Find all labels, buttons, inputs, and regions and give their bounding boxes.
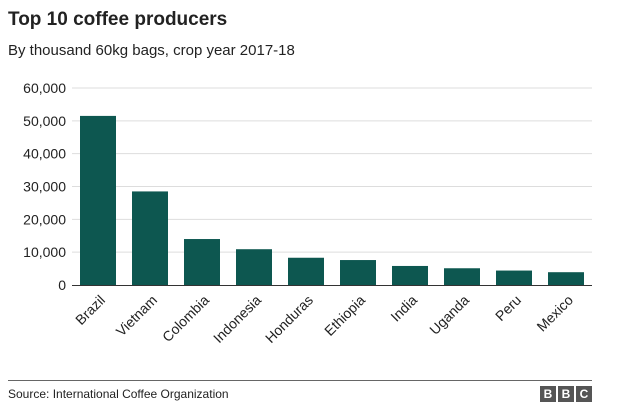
bar-brazil <box>80 115 116 286</box>
bar-mexico <box>548 272 584 285</box>
bar-uganda <box>444 268 480 285</box>
x-tick-label: Colombia <box>159 292 212 345</box>
y-axis-tick-labels: 0 10,000 20,000 30,000 40,000 50,000 60,000 <box>23 80 66 293</box>
x-tick-label: Uganda <box>426 292 472 338</box>
bars <box>80 115 584 286</box>
chart-title: Top 10 coffee producers <box>8 9 228 30</box>
x-tick-label: Ethiopia <box>321 292 368 339</box>
x-tick-label: Indonesia <box>210 292 264 346</box>
bar-vietnam <box>132 191 168 285</box>
x-tick-label: Vietnam <box>113 292 160 339</box>
y-tick-label: 50,000 <box>23 113 66 129</box>
x-tick-label: Peru <box>492 292 524 324</box>
footer-divider <box>8 380 592 381</box>
bbc-logo-letter: C <box>576 386 592 402</box>
y-tick-label: 40,000 <box>23 146 66 162</box>
y-tick-label: 60,000 <box>23 80 66 96</box>
x-tick-label: Honduras <box>262 292 316 346</box>
chart-subtitle: By thousand 60kg bags, crop year 2017-18 <box>8 42 295 59</box>
bbc-logo-letter: B <box>540 386 556 402</box>
x-tick-label: India <box>387 292 420 325</box>
x-tick-label: Brazil <box>72 292 108 328</box>
bar-peru <box>496 270 532 285</box>
y-tick-label: 10,000 <box>23 244 66 260</box>
bbc-logo-letter: B <box>558 386 574 402</box>
bar-honduras <box>288 257 324 285</box>
y-tick-label: 0 <box>58 277 66 293</box>
bar-indonesia <box>236 249 272 285</box>
x-tick-label: Mexico <box>533 292 576 335</box>
bbc-logo: B B C <box>540 386 592 402</box>
bar-colombia <box>184 239 220 285</box>
y-tick-label: 20,000 <box>23 211 66 227</box>
y-tick-label: 30,000 <box>23 179 66 195</box>
bar-ethiopia <box>340 260 376 285</box>
source-note: Source: International Coffee Organizatio… <box>8 387 229 401</box>
bar-india <box>392 265 428 285</box>
